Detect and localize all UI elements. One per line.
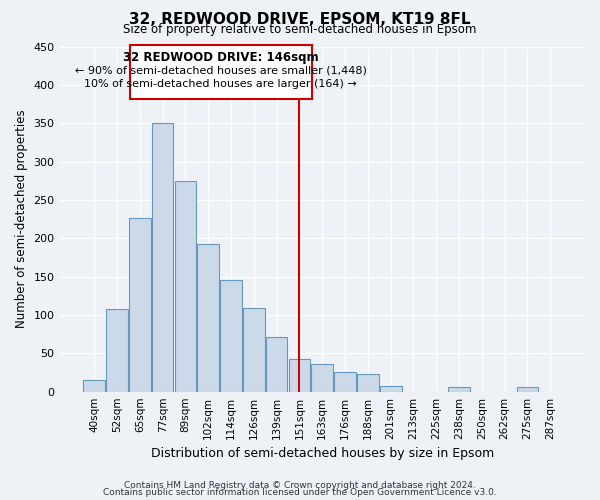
Bar [152,123,173,392]
Bar [448,387,470,392]
Y-axis label: Number of semi-detached properties: Number of semi-detached properties [15,110,28,328]
Bar [517,387,538,392]
Bar [266,337,287,392]
Bar [83,380,105,392]
Text: Contains HM Land Registry data © Crown copyright and database right 2024.: Contains HM Land Registry data © Crown c… [124,480,476,490]
Bar [334,372,356,392]
Bar [106,309,128,392]
Bar [129,218,151,392]
Bar [220,280,242,392]
Text: 32, REDWOOD DRIVE, EPSOM, KT19 8FL: 32, REDWOOD DRIVE, EPSOM, KT19 8FL [129,12,471,28]
Bar [197,244,219,392]
FancyBboxPatch shape [130,45,312,98]
Text: 32 REDWOOD DRIVE: 146sqm: 32 REDWOOD DRIVE: 146sqm [123,51,319,64]
Text: Contains public sector information licensed under the Open Government Licence v3: Contains public sector information licen… [103,488,497,497]
Bar [289,360,310,392]
X-axis label: Distribution of semi-detached houses by size in Epsom: Distribution of semi-detached houses by … [151,447,494,460]
Bar [357,374,379,392]
Bar [380,386,401,392]
Text: 10% of semi-detached houses are larger (164) →: 10% of semi-detached houses are larger (… [85,80,357,90]
Text: ← 90% of semi-detached houses are smaller (1,448): ← 90% of semi-detached houses are smalle… [75,66,367,76]
Bar [175,180,196,392]
Bar [243,308,265,392]
Bar [311,364,333,392]
Text: Size of property relative to semi-detached houses in Epsom: Size of property relative to semi-detach… [124,22,476,36]
